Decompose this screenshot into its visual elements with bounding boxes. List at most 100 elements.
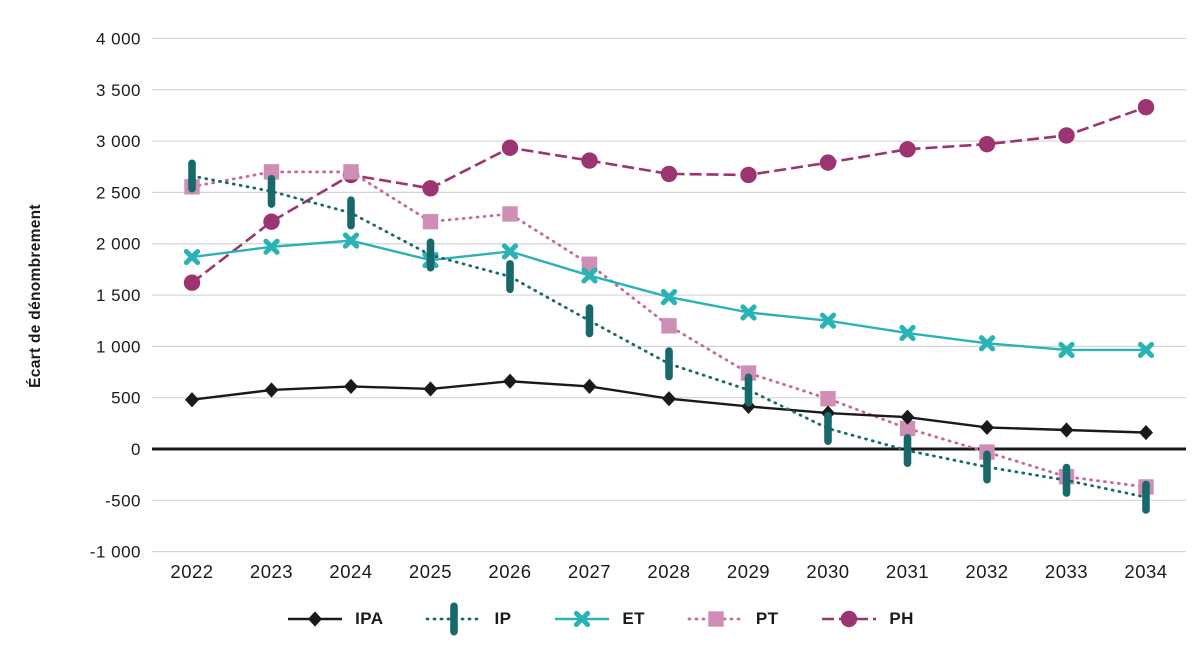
chart-plot-area: 4 000 3 500 3 000 2 500 2 000 1 500 1 000 500 0 -…	[90, 29, 1186, 582]
marker-PH-2022	[183, 274, 201, 291]
marker-IP-2024	[347, 196, 355, 230]
marker-ET-2033	[1058, 341, 1075, 359]
marker-ET-2031	[899, 324, 916, 342]
marker-IP-2032	[983, 450, 991, 484]
marker-IPA-2026	[503, 373, 517, 389]
marker-IP-2029	[744, 373, 753, 407]
marker-IPA-2034	[1139, 424, 1153, 441]
y-tick-label-3000: 3 000	[96, 132, 141, 151]
marker-PH-2031	[899, 141, 916, 158]
marker-PH-2032	[978, 135, 996, 153]
legend-marker-pt	[687, 611, 745, 627]
marker-ET-2026	[501, 243, 519, 260]
x-tick-label-2022: 2022	[170, 561, 213, 582]
series-IP	[188, 159, 1150, 514]
legend-marker-glyph-PH	[841, 610, 858, 628]
x-tick-label-2024: 2024	[329, 561, 372, 582]
legend-marker-ip	[426, 602, 483, 636]
series-PH	[183, 99, 1155, 291]
legend-marker-et	[555, 610, 610, 628]
marker-PH-2027	[581, 152, 598, 169]
chart-legend: IPA IP ET PT PH	[0, 596, 1200, 642]
marker-IPA-2023	[264, 382, 279, 398]
marker-IPA-2028	[662, 391, 676, 407]
marker-PT-2023	[263, 164, 280, 180]
x-tick-label-2034: 2034	[1124, 561, 1167, 582]
marker-PT-2029	[740, 365, 757, 381]
marker-PT-2027	[581, 256, 598, 272]
marker-IPA-2031	[900, 409, 915, 425]
y-tick-label-1500: 1 500	[96, 286, 141, 305]
marker-ET-2028	[660, 288, 678, 306]
marker-IP-2027	[585, 304, 594, 338]
legend-label-ph: PH	[889, 609, 914, 628]
marker-PH-2023	[263, 213, 280, 230]
legend-label-pt: PT	[755, 609, 779, 628]
marker-PH-2034	[1137, 99, 1155, 116]
x-tick-label-2023: 2023	[250, 561, 293, 582]
legend-item-ph: PH	[820, 596, 913, 642]
x-tick-label-2032: 2032	[965, 561, 1008, 582]
marker-IP-2025	[426, 238, 435, 272]
marker-IP-2034	[1142, 480, 1150, 514]
legend-marker-glyph-IPA	[308, 611, 323, 627]
marker-IPA-2032	[980, 419, 994, 436]
legend-marker-ph	[822, 610, 877, 628]
marker-IPA-2022	[185, 392, 199, 408]
x-tick-label-2029: 2029	[727, 561, 770, 582]
marker-PH-2029	[740, 166, 757, 184]
marker-PT-2026	[502, 206, 518, 222]
y-tick-label--500: -500	[105, 491, 141, 510]
marker-PH-2026	[501, 139, 519, 156]
legend-marker-ipa	[288, 611, 343, 627]
marker-IP-2022	[188, 159, 196, 193]
x-tick-label-2031: 2031	[886, 561, 929, 582]
marker-PT-2031	[899, 420, 916, 437]
marker-PT-2024	[343, 164, 359, 180]
marker-IPA-2033	[1059, 422, 1074, 438]
marker-PH-2025	[422, 180, 439, 197]
legend-label-ipa: IPA	[355, 609, 384, 628]
marker-IPA-2025	[423, 381, 438, 397]
marker-PH-2028	[660, 165, 678, 183]
marker-IP-2033	[1062, 463, 1071, 497]
marker-PT-2025	[422, 213, 439, 230]
marker-PT-2028	[661, 318, 677, 334]
marker-ET-2034	[1137, 341, 1155, 359]
marker-IP-2031	[903, 434, 912, 468]
marker-ET-2032	[978, 335, 996, 352]
y-tick-label-1000: 1 000	[96, 337, 141, 356]
series-IPA	[185, 373, 1153, 441]
x-tick-label-2028: 2028	[647, 561, 690, 582]
y-tick-label-2000: 2 000	[96, 235, 141, 254]
marker-ET-2029	[740, 304, 757, 321]
marker-IPA-2027	[582, 378, 597, 394]
legend-label-et: ET	[622, 609, 645, 628]
x-tick-label-2027: 2027	[568, 561, 611, 582]
marker-ET-2024	[342, 232, 360, 249]
marker-ET-2030	[819, 312, 837, 329]
marker-PT-2030	[820, 391, 836, 407]
y-tick-label-500: 500	[111, 389, 141, 408]
series-line-IPA	[191, 380, 1147, 434]
legend-marker-glyph-PT	[708, 611, 724, 627]
legend-marker-glyph-IP	[450, 602, 459, 636]
marker-IP-2030	[824, 411, 832, 445]
marker-IP-2026	[506, 260, 514, 294]
legend-marker-glyph-ET	[574, 610, 591, 628]
marker-PH-2033	[1058, 127, 1075, 144]
marker-ET-2027	[581, 267, 598, 284]
series-PT	[184, 164, 1154, 495]
series-ET	[183, 232, 1155, 359]
x-tick-label-2025: 2025	[409, 561, 452, 582]
marker-IP-2023	[267, 174, 276, 208]
marker-ET-2022	[183, 248, 201, 266]
legend-item-ip: IP	[425, 596, 511, 642]
legend-item-pt: PT	[687, 596, 779, 642]
legend-label-ip: IP	[494, 609, 512, 628]
y-tick-label--1000: -1 000	[90, 543, 141, 562]
y-tick-label-3500: 3 500	[96, 81, 141, 100]
x-tick-label-2030: 2030	[806, 561, 849, 582]
y-tick-label-4000: 4 000	[96, 29, 141, 48]
